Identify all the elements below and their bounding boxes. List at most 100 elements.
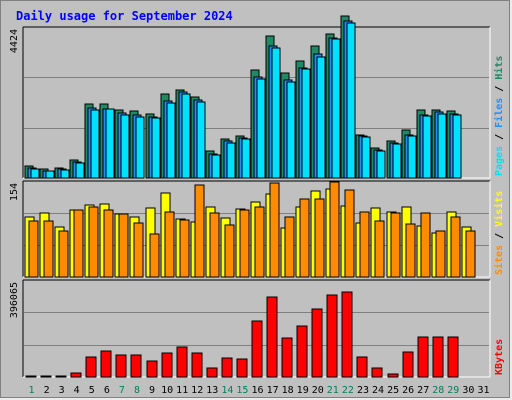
- x-tick-day-25: 25: [387, 385, 399, 396]
- x-axis-labels: 1 2 3 4 5 6 7 8 9 10 11 12 13 14 15 16 17 18 19 20 21 22 23 24 2…: [28, 385, 489, 396]
- x-tick-day-3: 3: [59, 385, 65, 396]
- bar-kbytes-day-25: [387, 373, 399, 378]
- chart-title: Daily usage for September 2024: [16, 9, 233, 23]
- bar-pages-day-15: [241, 138, 251, 179]
- bar-sites-day-29: [450, 216, 461, 278]
- x-tick-day-18: 18: [282, 385, 294, 396]
- bar-pages-day-29: [452, 114, 462, 179]
- x-tick-day-27: 27: [417, 385, 429, 396]
- bar-pages-day-19: [301, 68, 311, 179]
- bar-sites-day-2: [43, 220, 54, 278]
- bar-sites-day-9: [149, 233, 160, 278]
- bar-sites-day-11: [179, 219, 190, 278]
- traffic-legend-separator: /: [494, 128, 505, 146]
- x-tick-day-28: 28: [432, 385, 444, 396]
- bar-sites-day-8: [133, 222, 144, 278]
- bar-pages-day-25: [392, 143, 402, 179]
- x-tick-day-12: 12: [191, 385, 203, 396]
- bar-sites-day-14: [224, 224, 235, 278]
- kbytes-max-label: 396065: [9, 282, 20, 318]
- bar-pages-day-26: [407, 135, 417, 179]
- kbytes-legend: KBytes: [494, 339, 505, 375]
- bar-kbytes-day-26: [402, 351, 414, 378]
- bar-kbytes-day-23: [356, 356, 368, 378]
- bar-pages-day-3: [60, 169, 70, 179]
- bar-kbytes-day-9: [146, 360, 158, 378]
- bar-kbytes-day-29: [447, 336, 459, 378]
- x-tick-day-7: 7: [119, 385, 125, 396]
- x-tick-day-9: 9: [149, 385, 155, 396]
- bar-sites-day-24: [374, 220, 385, 278]
- x-tick-day-17: 17: [267, 385, 279, 396]
- x-tick-day-24: 24: [372, 385, 384, 396]
- visits-legend: Sites / Visits: [493, 191, 505, 275]
- bar-pages-day-9: [151, 117, 161, 179]
- bar-kbytes-day-7: [115, 354, 127, 378]
- x-tick-day-31: 31: [477, 385, 489, 396]
- bar-pages-day-13: [211, 154, 221, 179]
- bar-kbytes-day-5: [85, 356, 97, 378]
- bar-sites-day-5: [88, 206, 99, 278]
- bar-sites-day-20: [314, 198, 325, 278]
- bar-sites-day-19: [299, 198, 310, 278]
- bar-pages-day-5: [90, 109, 100, 179]
- bar-kbytes-day-3: [55, 375, 67, 378]
- visits-max-label: 154: [9, 183, 20, 201]
- bar-kbytes-day-8: [130, 354, 142, 378]
- x-tick-day-29: 29: [447, 385, 459, 396]
- bar-kbytes-day-14: [221, 357, 233, 378]
- bar-kbytes-day-21: [326, 294, 338, 378]
- bar-kbytes-day-27: [417, 336, 429, 378]
- bar-kbytes-day-6: [100, 350, 112, 378]
- x-tick-day-8: 8: [134, 385, 140, 396]
- bar-sites-day-1: [28, 220, 39, 278]
- bar-sites-day-7: [118, 213, 129, 278]
- bar-kbytes-day-16: [251, 320, 263, 378]
- x-tick-day-19: 19: [297, 385, 309, 396]
- bar-sites-day-27: [420, 212, 431, 278]
- bar-sites-day-25: [390, 212, 401, 278]
- x-tick-day-4: 4: [74, 385, 80, 396]
- bar-pages-day-6: [105, 108, 115, 179]
- bar-pages-day-22: [346, 22, 356, 179]
- bar-pages-day-21: [331, 38, 341, 179]
- x-tick-day-10: 10: [161, 385, 173, 396]
- bar-kbytes-day-12: [191, 352, 203, 378]
- bar-kbytes-day-13: [206, 367, 218, 378]
- x-tick-day-5: 5: [89, 385, 95, 396]
- x-tick-day-21: 21: [327, 385, 339, 396]
- bar-kbytes-day-11: [176, 346, 188, 378]
- bar-sites-day-3: [58, 230, 69, 278]
- bar-pages-day-20: [316, 56, 326, 179]
- bar-pages-day-12: [196, 101, 206, 179]
- x-tick-day-30: 30: [462, 385, 474, 396]
- bar-kbytes-day-1: [25, 375, 37, 378]
- x-tick-day-26: 26: [402, 385, 414, 396]
- x-tick-day-2: 2: [44, 385, 50, 396]
- visits-legend-sites: Sites: [493, 245, 505, 275]
- x-tick-day-13: 13: [206, 385, 218, 396]
- bar-sites-day-28: [435, 230, 446, 278]
- traffic-legend-separator: /: [494, 80, 505, 98]
- bar-pages-day-14: [226, 142, 236, 179]
- kbytes-legend-kbytes: KBytes: [494, 339, 505, 375]
- bar-pages-day-10: [166, 102, 176, 179]
- bar-sites-day-21: [329, 181, 340, 278]
- bar-sites-day-22: [344, 189, 355, 278]
- visits-legend-visits: Visits: [493, 191, 505, 227]
- bar-pages-day-27: [422, 115, 432, 179]
- bar-sites-day-26: [405, 223, 416, 278]
- x-tick-day-1: 1: [28, 385, 34, 396]
- bar-sites-day-23: [359, 211, 370, 278]
- bar-pages-day-16: [256, 78, 266, 179]
- traffic-legend-files: Files: [493, 98, 505, 128]
- bar-sites-day-4: [73, 209, 84, 278]
- bar-pages-day-2: [45, 170, 55, 179]
- bar-sites-day-13: [209, 212, 220, 278]
- bar-kbytes-day-19: [296, 325, 308, 378]
- bar-pages-day-28: [437, 113, 447, 179]
- bar-kbytes-day-4: [70, 372, 82, 378]
- bar-kbytes-day-24: [371, 367, 383, 378]
- visits-legend-separator: /: [494, 227, 505, 245]
- x-tick-day-15: 15: [236, 385, 248, 396]
